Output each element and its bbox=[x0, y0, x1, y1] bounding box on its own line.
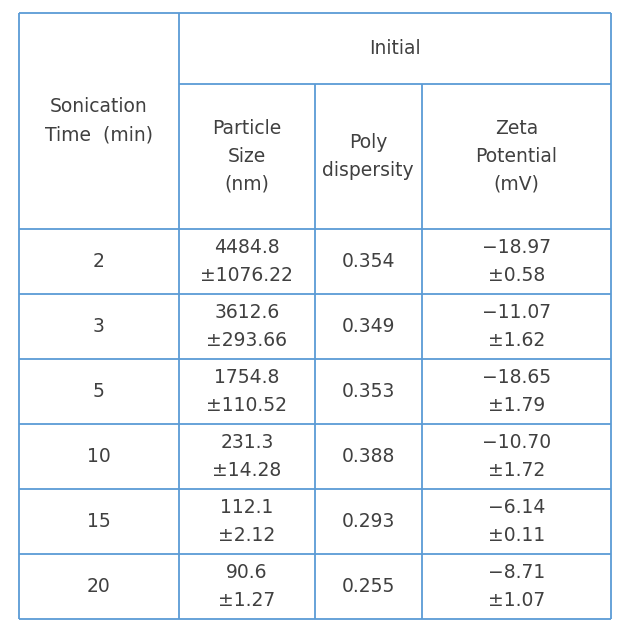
Text: 10: 10 bbox=[87, 447, 111, 466]
Text: −11.07
±1.62: −11.07 ±1.62 bbox=[482, 303, 551, 350]
Text: 0.349: 0.349 bbox=[341, 317, 395, 336]
Text: 0.255: 0.255 bbox=[341, 577, 395, 597]
Text: −6.14
±0.11: −6.14 ±0.11 bbox=[488, 498, 545, 545]
Text: 0.354: 0.354 bbox=[341, 252, 395, 270]
Text: Particle
Size
(nm): Particle Size (nm) bbox=[212, 119, 282, 194]
Text: −18.65
±1.79: −18.65 ±1.79 bbox=[482, 368, 551, 415]
Text: 112.1
±2.12: 112.1 ±2.12 bbox=[218, 498, 275, 545]
Text: 5: 5 bbox=[93, 382, 105, 401]
Text: Poly
dispersity: Poly dispersity bbox=[323, 133, 414, 180]
Text: −8.71
±1.07: −8.71 ±1.07 bbox=[488, 563, 545, 611]
Text: 231.3
±14.28: 231.3 ±14.28 bbox=[212, 433, 282, 480]
Text: 15: 15 bbox=[87, 512, 111, 531]
Text: 20: 20 bbox=[87, 577, 111, 597]
Text: 2: 2 bbox=[93, 252, 105, 270]
Text: 3612.6
±293.66: 3612.6 ±293.66 bbox=[207, 303, 287, 350]
Text: 4484.8
±1076.22: 4484.8 ±1076.22 bbox=[200, 238, 294, 284]
Text: 0.388: 0.388 bbox=[341, 447, 395, 466]
Text: Zeta
Potential
(mV): Zeta Potential (mV) bbox=[476, 119, 558, 194]
Text: Sonication
Time  (min): Sonication Time (min) bbox=[45, 97, 153, 144]
Text: 3: 3 bbox=[93, 317, 105, 336]
Text: 0.293: 0.293 bbox=[341, 512, 395, 531]
Text: 1754.8
±110.52: 1754.8 ±110.52 bbox=[207, 368, 287, 415]
Text: 0.353: 0.353 bbox=[341, 382, 395, 401]
Text: Initial: Initial bbox=[369, 39, 421, 58]
Text: −10.70
±1.72: −10.70 ±1.72 bbox=[482, 433, 551, 480]
Text: 90.6
±1.27: 90.6 ±1.27 bbox=[218, 563, 275, 611]
Text: −18.97
±0.58: −18.97 ±0.58 bbox=[482, 238, 551, 284]
